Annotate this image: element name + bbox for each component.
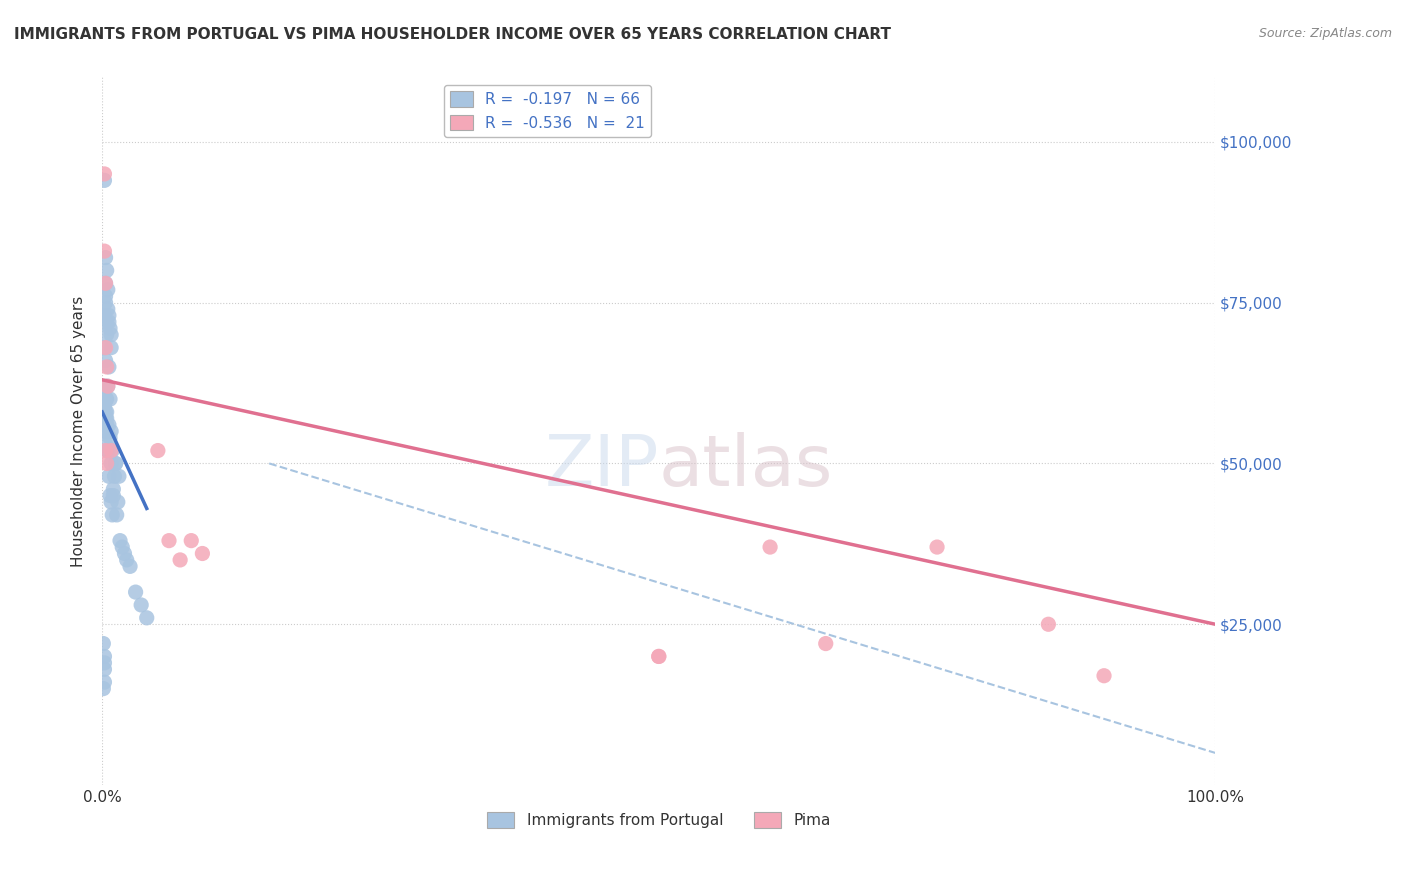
Point bbox=[96, 457, 118, 471]
Point bbox=[94, 437, 117, 451]
Point bbox=[97, 417, 120, 432]
Point bbox=[100, 327, 122, 342]
Point bbox=[94, 289, 117, 303]
Point bbox=[104, 457, 127, 471]
Point bbox=[100, 424, 122, 438]
Point bbox=[93, 309, 115, 323]
Point bbox=[93, 649, 115, 664]
Point bbox=[97, 379, 120, 393]
Point bbox=[108, 533, 131, 548]
Point bbox=[124, 585, 146, 599]
Point bbox=[98, 431, 121, 445]
Point bbox=[94, 379, 117, 393]
Point bbox=[96, 417, 118, 432]
Point bbox=[96, 411, 118, 425]
Point bbox=[157, 533, 180, 548]
Point bbox=[115, 553, 138, 567]
Point bbox=[97, 443, 120, 458]
Point bbox=[103, 469, 125, 483]
Point bbox=[97, 359, 120, 374]
Point bbox=[94, 424, 117, 438]
Point bbox=[93, 399, 115, 413]
Point bbox=[100, 457, 122, 471]
Point bbox=[98, 489, 121, 503]
Point bbox=[103, 482, 125, 496]
Point bbox=[146, 443, 169, 458]
Point bbox=[135, 611, 157, 625]
Point bbox=[93, 341, 115, 355]
Point bbox=[97, 443, 120, 458]
Text: IMMIGRANTS FROM PORTUGAL VS PIMA HOUSEHOLDER INCOME OVER 65 YEARS CORRELATION CH: IMMIGRANTS FROM PORTUGAL VS PIMA HOUSEHO… bbox=[14, 27, 891, 42]
Point bbox=[94, 251, 117, 265]
Point bbox=[94, 341, 117, 355]
Text: ZIP: ZIP bbox=[544, 432, 659, 501]
Point bbox=[97, 283, 120, 297]
Point bbox=[96, 315, 118, 329]
Point bbox=[759, 540, 782, 554]
Point bbox=[94, 353, 117, 368]
Point bbox=[129, 598, 152, 612]
Legend: Immigrants from Portugal, Pima: Immigrants from Portugal, Pima bbox=[481, 805, 837, 834]
Point bbox=[100, 341, 122, 355]
Point bbox=[191, 547, 214, 561]
Point bbox=[101, 443, 124, 458]
Point bbox=[100, 443, 122, 458]
Point bbox=[101, 508, 124, 522]
Point bbox=[169, 553, 191, 567]
Point bbox=[648, 649, 671, 664]
Point bbox=[93, 656, 115, 670]
Point bbox=[107, 495, 129, 509]
Point bbox=[97, 469, 120, 483]
Point bbox=[96, 424, 118, 438]
Point bbox=[91, 636, 114, 650]
Point bbox=[93, 662, 115, 676]
Point bbox=[96, 327, 118, 342]
Point bbox=[114, 547, 136, 561]
Point bbox=[93, 167, 115, 181]
Y-axis label: Householder Income Over 65 years: Householder Income Over 65 years bbox=[72, 295, 86, 567]
Point bbox=[98, 321, 121, 335]
Point bbox=[103, 489, 125, 503]
Point bbox=[97, 309, 120, 323]
Point bbox=[97, 315, 120, 329]
Point bbox=[93, 244, 115, 259]
Point bbox=[118, 559, 141, 574]
Point bbox=[105, 508, 128, 522]
Point bbox=[925, 540, 948, 554]
Point bbox=[648, 649, 671, 664]
Point bbox=[97, 379, 120, 393]
Point bbox=[94, 443, 117, 458]
Text: Source: ZipAtlas.com: Source: ZipAtlas.com bbox=[1258, 27, 1392, 40]
Point bbox=[94, 411, 117, 425]
Point bbox=[96, 392, 118, 406]
Point bbox=[96, 405, 118, 419]
Point bbox=[94, 277, 117, 291]
Point bbox=[94, 277, 117, 291]
Point bbox=[93, 173, 115, 187]
Point bbox=[100, 495, 122, 509]
Point bbox=[96, 263, 118, 277]
Point bbox=[1038, 617, 1060, 632]
Text: atlas: atlas bbox=[659, 432, 834, 501]
Point bbox=[814, 636, 837, 650]
Point bbox=[96, 359, 118, 374]
Point bbox=[108, 469, 131, 483]
Point bbox=[97, 301, 120, 316]
Point bbox=[93, 675, 115, 690]
Point bbox=[111, 540, 134, 554]
Point bbox=[104, 457, 127, 471]
Point bbox=[91, 681, 114, 696]
Point bbox=[94, 295, 117, 310]
Point bbox=[94, 392, 117, 406]
Point bbox=[180, 533, 202, 548]
Point bbox=[1092, 669, 1115, 683]
Point bbox=[98, 392, 121, 406]
Point bbox=[94, 405, 117, 419]
